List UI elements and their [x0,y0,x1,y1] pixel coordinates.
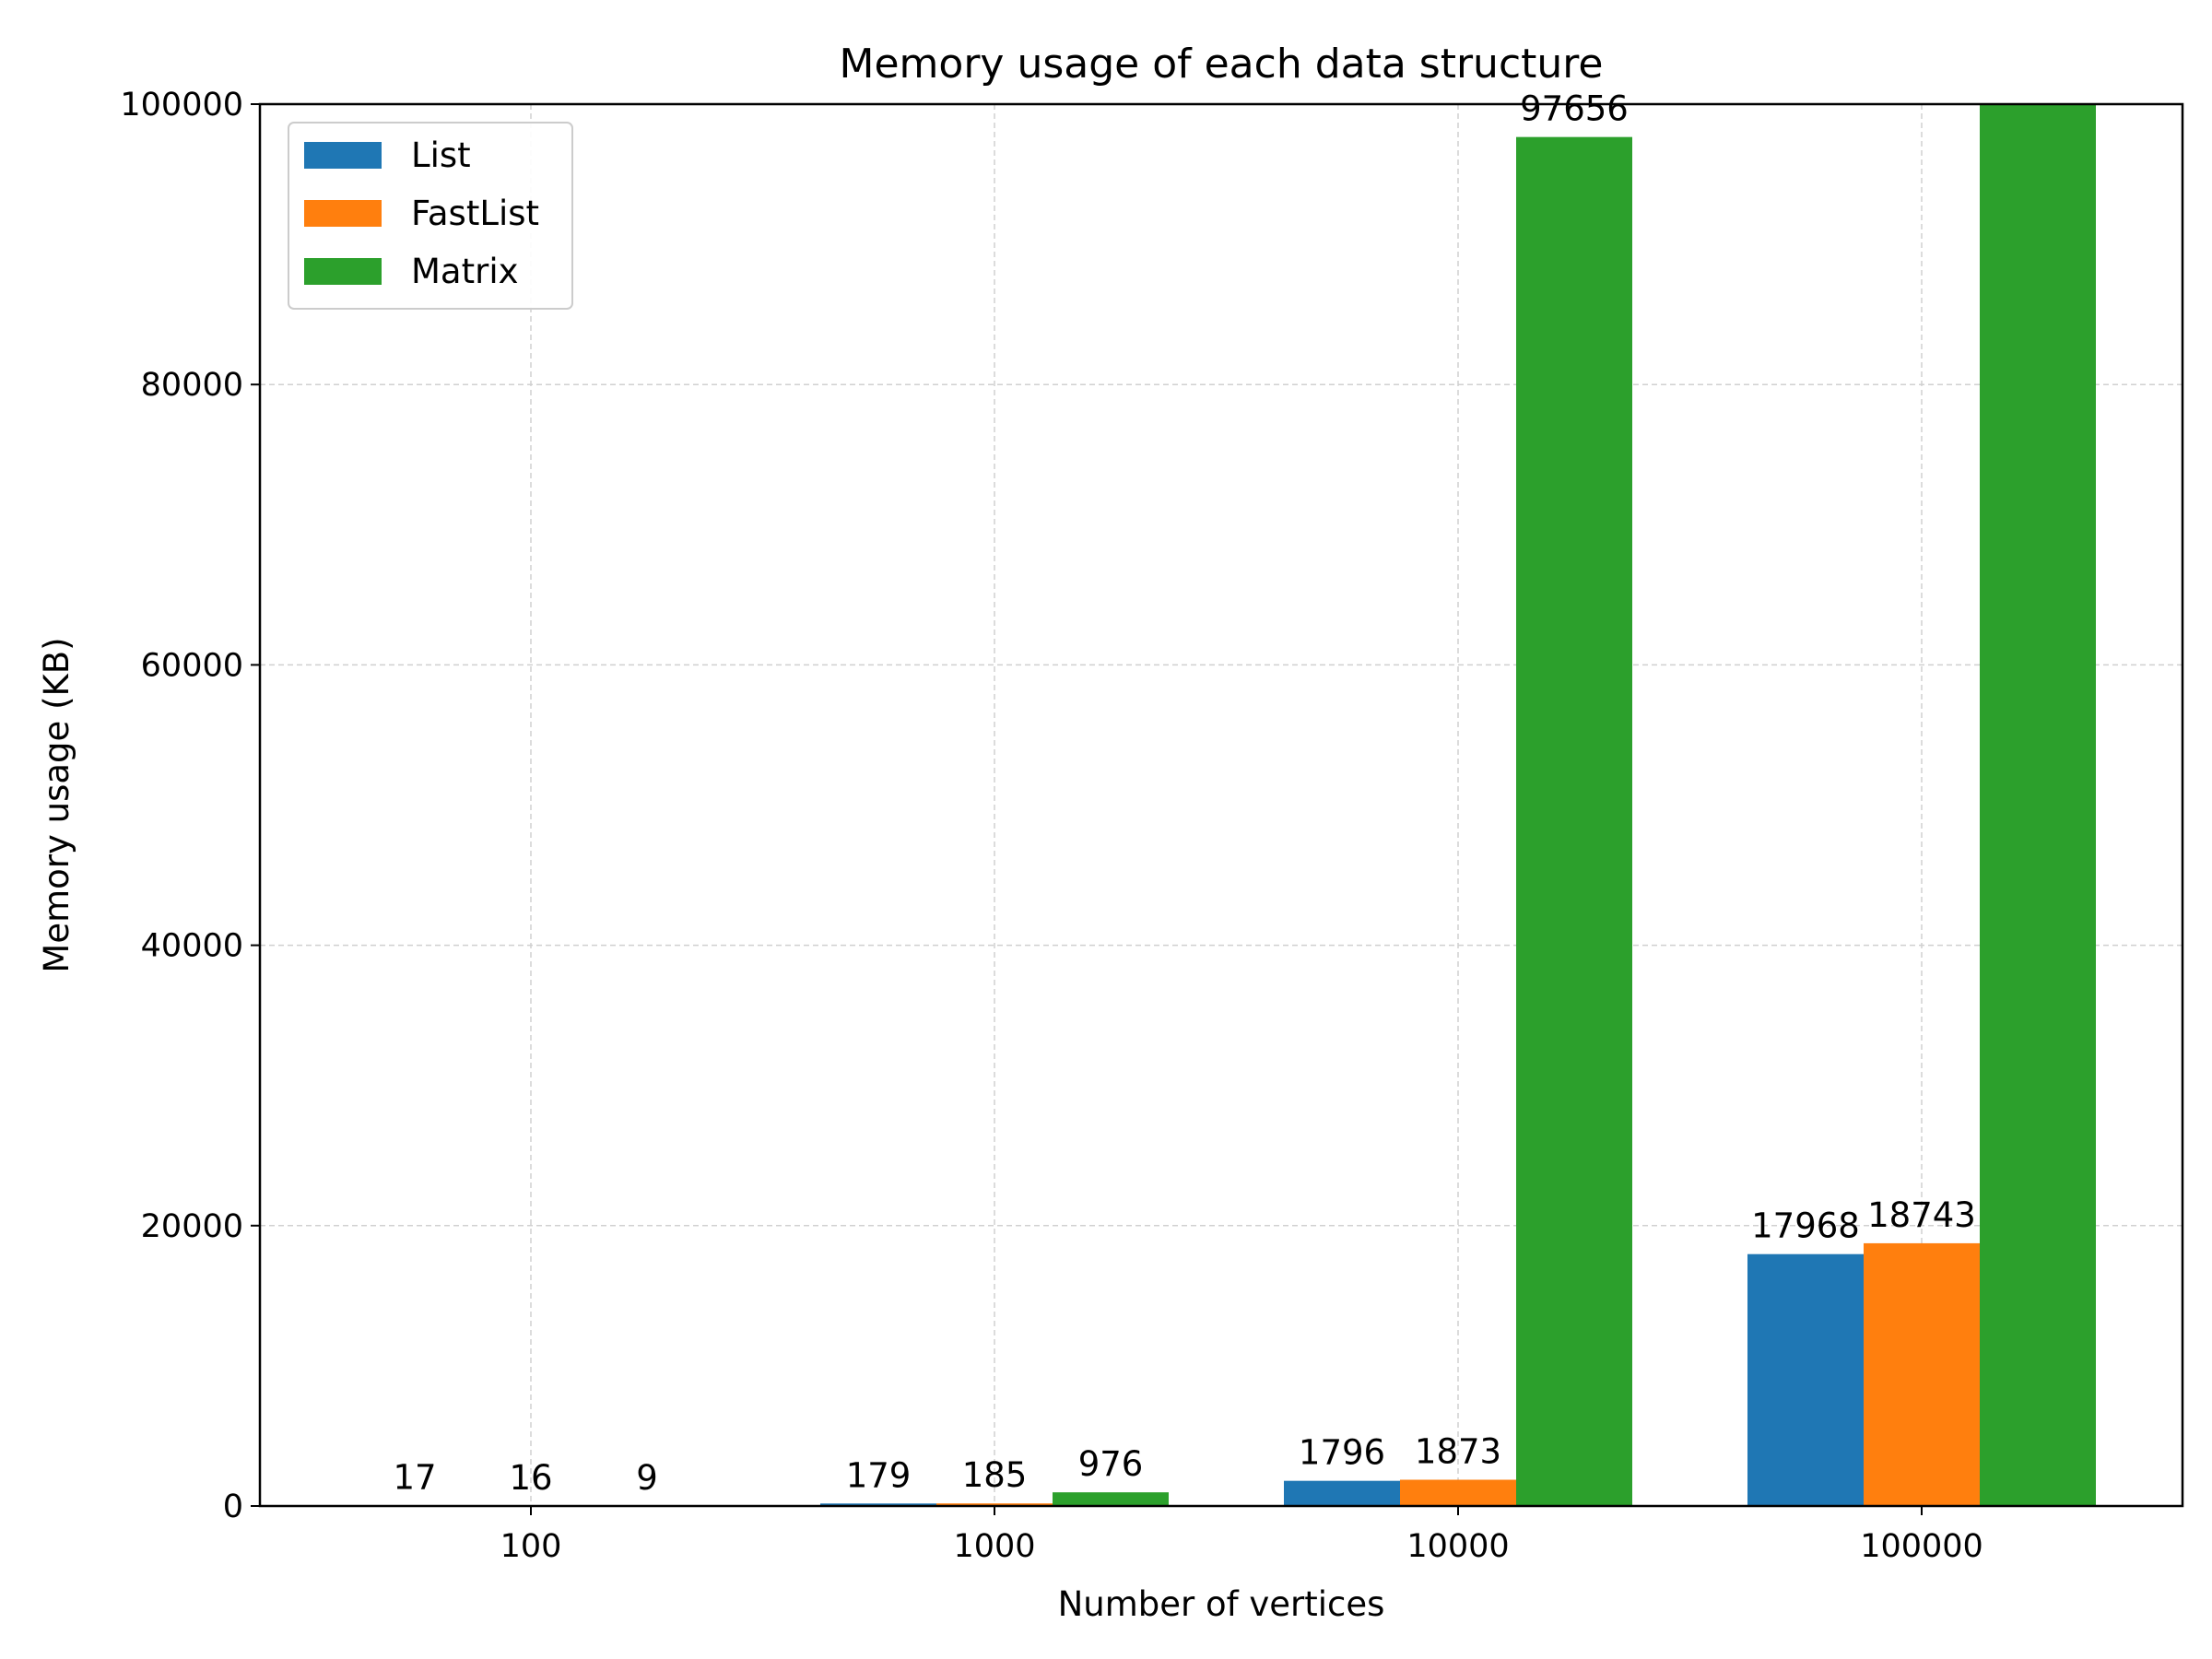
data-label: 179 [846,1455,912,1495]
data-labels: 17 179 1796 17968 16 185 1873 18743 9 976 97656 [393,89,1975,1498]
bar [1516,136,1632,1507]
chart-title: Memory usage of each data structure [840,41,1604,88]
data-label: 97656 [1520,89,1629,129]
x-tick-label: 10000 [1406,1528,1509,1565]
data-label: 1796 [1299,1433,1385,1473]
y-tick-label: 20000 [141,1208,243,1245]
y-tick-label: 0 [223,1488,243,1525]
x-tick-label: 100 [500,1528,562,1565]
bar [1053,1492,1169,1506]
bar [1864,1242,1980,1506]
data-label: 185 [962,1455,1028,1495]
data-label: 9 [636,1458,658,1498]
legend-label: FastList [411,194,539,233]
y-tick-label: 80000 [141,367,243,404]
data-label: 17968 [1751,1206,1860,1246]
data-label: 16 [509,1458,552,1498]
x-tick-label: 1000 [953,1528,1035,1565]
y-axis-label: Memory usage (KB) [37,637,76,972]
data-label: 18743 [1867,1195,1976,1235]
bar [820,1503,936,1506]
bar [1980,104,2096,1506]
x-tick-label: 100000 [1860,1528,1983,1565]
legend-swatch [304,200,382,227]
bars [357,104,2096,1507]
y-tick-label: 100000 [120,87,243,124]
legend-swatch [304,142,382,169]
x-axis-label: Number of vertices [1058,1584,1385,1624]
axis-ticks: 0 20000 40000 60000 80000 100000 100 1000 10000 1… [120,87,1983,1565]
bar [1747,1253,1864,1506]
data-label: 976 [1078,1444,1144,1484]
bar [1284,1480,1400,1506]
plot-frame [258,102,2184,1508]
legend: List FastList Matrix [288,122,573,310]
legend-label: List [411,135,471,175]
data-label: 17 [393,1458,436,1498]
bar [1400,1479,1516,1506]
legend-swatch [304,258,382,285]
legend-label: Matrix [411,252,519,291]
y-tick-label: 40000 [141,928,243,965]
bar [936,1503,1053,1506]
data-label: 1873 [1415,1432,1501,1472]
y-tick-label: 60000 [141,647,243,684]
